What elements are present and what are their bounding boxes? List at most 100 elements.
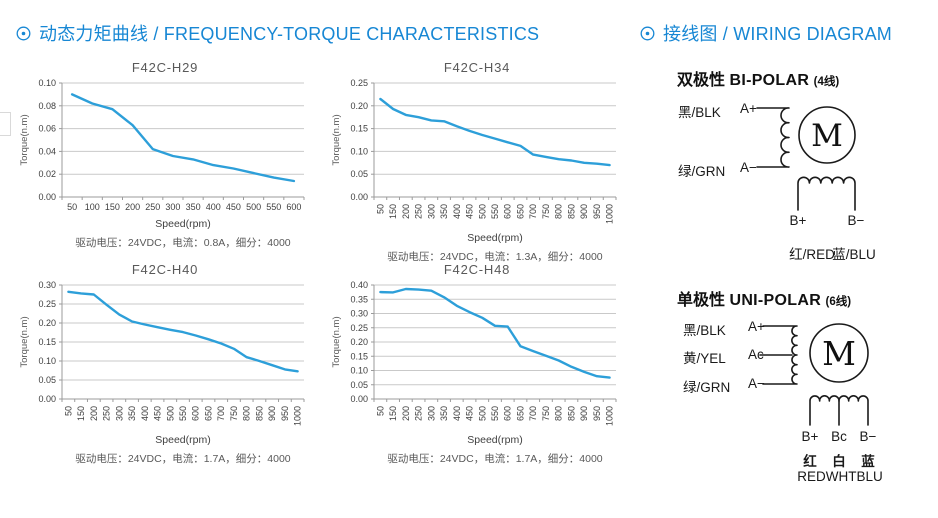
- svg-text:650: 650: [515, 406, 525, 421]
- svg-text:750: 750: [541, 406, 551, 421]
- chart-title: F42C-H48: [443, 262, 511, 277]
- phase-b-coil: [797, 176, 856, 211]
- svg-text:0.05: 0.05: [350, 380, 368, 390]
- svg-text:800: 800: [554, 204, 564, 219]
- svg-text:300: 300: [426, 204, 436, 219]
- svg-text:450: 450: [465, 406, 475, 421]
- svg-text:300: 300: [426, 406, 436, 421]
- wiring-diagram-unipolar: 单极性 UNI-POLAR (6线) M 黑/BLK A+ 黄/YEL Ac 绿…: [672, 283, 922, 503]
- svg-text:650: 650: [203, 406, 213, 421]
- svg-text:150: 150: [388, 204, 398, 219]
- svg-text:850: 850: [254, 406, 264, 421]
- svg-text:0.00: 0.00: [350, 394, 368, 404]
- lead-wire-label: 红/RED: [789, 247, 835, 262]
- motor-label: M: [822, 334, 856, 373]
- lead-terminal-label: B+: [789, 213, 807, 228]
- chart-title: F42C-H34: [443, 60, 511, 75]
- lead-terminal-label: A+: [740, 101, 757, 116]
- chart-f42c-h40: F42C-H40 0.00 0.05 0.10 0.15 0.20 0.25 0.30 50 1…: [16, 262, 314, 466]
- svg-text:250: 250: [414, 204, 424, 219]
- svg-text:0.20: 0.20: [38, 318, 56, 328]
- svg-text:550: 550: [178, 406, 188, 421]
- lead-terminal-label: B−: [859, 429, 877, 444]
- svg-text:450: 450: [226, 202, 241, 212]
- lead-wire-label: 白: [832, 454, 846, 469]
- wire-color-caption: REDWHTBLU: [797, 469, 883, 484]
- svg-text:200: 200: [125, 202, 140, 212]
- svg-text:900: 900: [579, 406, 589, 421]
- svg-text:0.25: 0.25: [38, 299, 56, 309]
- svg-text:500: 500: [246, 202, 261, 212]
- svg-text:350: 350: [439, 406, 449, 421]
- lead-wire-label: 黑/BLK: [683, 323, 726, 338]
- svg-text:200: 200: [89, 406, 99, 421]
- motor-circle: [798, 106, 856, 164]
- svg-text:200: 200: [401, 204, 411, 219]
- x-axis-title: Speed(rpm): [467, 434, 523, 446]
- svg-text:400: 400: [206, 202, 221, 212]
- svg-text:350: 350: [439, 204, 449, 219]
- svg-text:Torque(n.m): Torque(n.m): [19, 114, 30, 165]
- svg-text:800: 800: [242, 406, 252, 421]
- svg-text:750: 750: [229, 406, 239, 421]
- svg-text:900: 900: [579, 204, 589, 219]
- svg-text:Torque(n.m): Torque(n.m): [331, 316, 342, 367]
- svg-text:900: 900: [267, 406, 277, 421]
- svg-text:150: 150: [76, 406, 86, 421]
- svg-text:800: 800: [554, 406, 564, 421]
- svg-text:400: 400: [140, 406, 150, 421]
- motor-circle: [809, 323, 869, 383]
- svg-text:0.40: 0.40: [350, 280, 368, 290]
- svg-text:550: 550: [266, 202, 281, 212]
- svg-text:0.05: 0.05: [38, 375, 56, 385]
- svg-text:0.00: 0.00: [350, 192, 368, 202]
- svg-text:600: 600: [191, 406, 201, 421]
- unipolar-heading-note: (6线): [825, 296, 852, 308]
- unipolar-heading-cn: 单极性: [677, 292, 726, 309]
- section-header-torque: 动态力矩曲线 / FREQUENCY-TORQUE CHARACTERISTIC…: [16, 20, 539, 46]
- svg-text:550: 550: [490, 204, 500, 219]
- svg-text:700: 700: [528, 204, 538, 219]
- svg-text:0.15: 0.15: [350, 124, 368, 134]
- svg-text:0.00: 0.00: [38, 394, 56, 404]
- svg-text:350: 350: [186, 202, 201, 212]
- chart-title: F42C-H29: [131, 60, 199, 75]
- chart-caption: 驱动电压：24VDC，电流：1.7A，细分：4000: [387, 453, 603, 465]
- lead-terminal-label: B−: [847, 213, 865, 228]
- chart-plot: 0.00 0.05 0.10 0.15 0.20 0.25 0.30 0.35 0.40 50 15…: [331, 280, 617, 426]
- lead-wire-label: 绿/GRN: [683, 380, 731, 395]
- chart-f42c-h34: F42C-H34 0.00 0.05 0.10 0.15 0.20 0.25 50 150 20…: [328, 60, 626, 264]
- x-axis-title: Speed(rpm): [467, 232, 523, 244]
- svg-text:Torque(n.m): Torque(n.m): [331, 114, 342, 165]
- chart-caption: 驱动电压：24VDC，电流：1.3A，细分：4000: [387, 251, 603, 263]
- svg-text:500: 500: [477, 406, 487, 421]
- section-title: 动态力矩曲线 / FREQUENCY-TORQUE CHARACTERISTIC…: [39, 24, 540, 44]
- lead-wire-label: 绿/GRN: [678, 164, 726, 179]
- phase-a-coil: [756, 107, 790, 168]
- lead-wire-label: 蓝: [861, 454, 875, 469]
- x-axis-title: Speed(rpm): [155, 218, 211, 230]
- lead-wire-label: 黄/YEL: [683, 351, 726, 366]
- lead-wire-label: 蓝/BLU: [832, 247, 876, 262]
- wiring-diagram-bipolar: 双极性 BI-POLAR (4线) M 黑/BLK A+ 绿/GRN A− B+…: [672, 62, 922, 262]
- svg-text:450: 450: [153, 406, 163, 421]
- svg-text:700: 700: [528, 406, 538, 421]
- svg-text:850: 850: [566, 204, 576, 219]
- svg-text:0.25: 0.25: [350, 78, 368, 88]
- svg-text:100: 100: [85, 202, 100, 212]
- svg-text:0.15: 0.15: [38, 337, 56, 347]
- svg-text:0.30: 0.30: [350, 309, 368, 319]
- svg-text:250: 250: [414, 406, 424, 421]
- svg-text:400: 400: [452, 406, 462, 421]
- svg-text:0.25: 0.25: [350, 323, 368, 333]
- svg-text:0.00: 0.00: [38, 192, 56, 202]
- svg-text:550: 550: [490, 406, 500, 421]
- phase-a-coil: [762, 325, 798, 385]
- svg-text:Torque(n.m): Torque(n.m): [19, 316, 30, 367]
- svg-text:300: 300: [114, 406, 124, 421]
- svg-text:1000: 1000: [605, 406, 615, 426]
- svg-text:200: 200: [401, 406, 411, 421]
- svg-text:950: 950: [280, 406, 290, 421]
- svg-text:300: 300: [165, 202, 180, 212]
